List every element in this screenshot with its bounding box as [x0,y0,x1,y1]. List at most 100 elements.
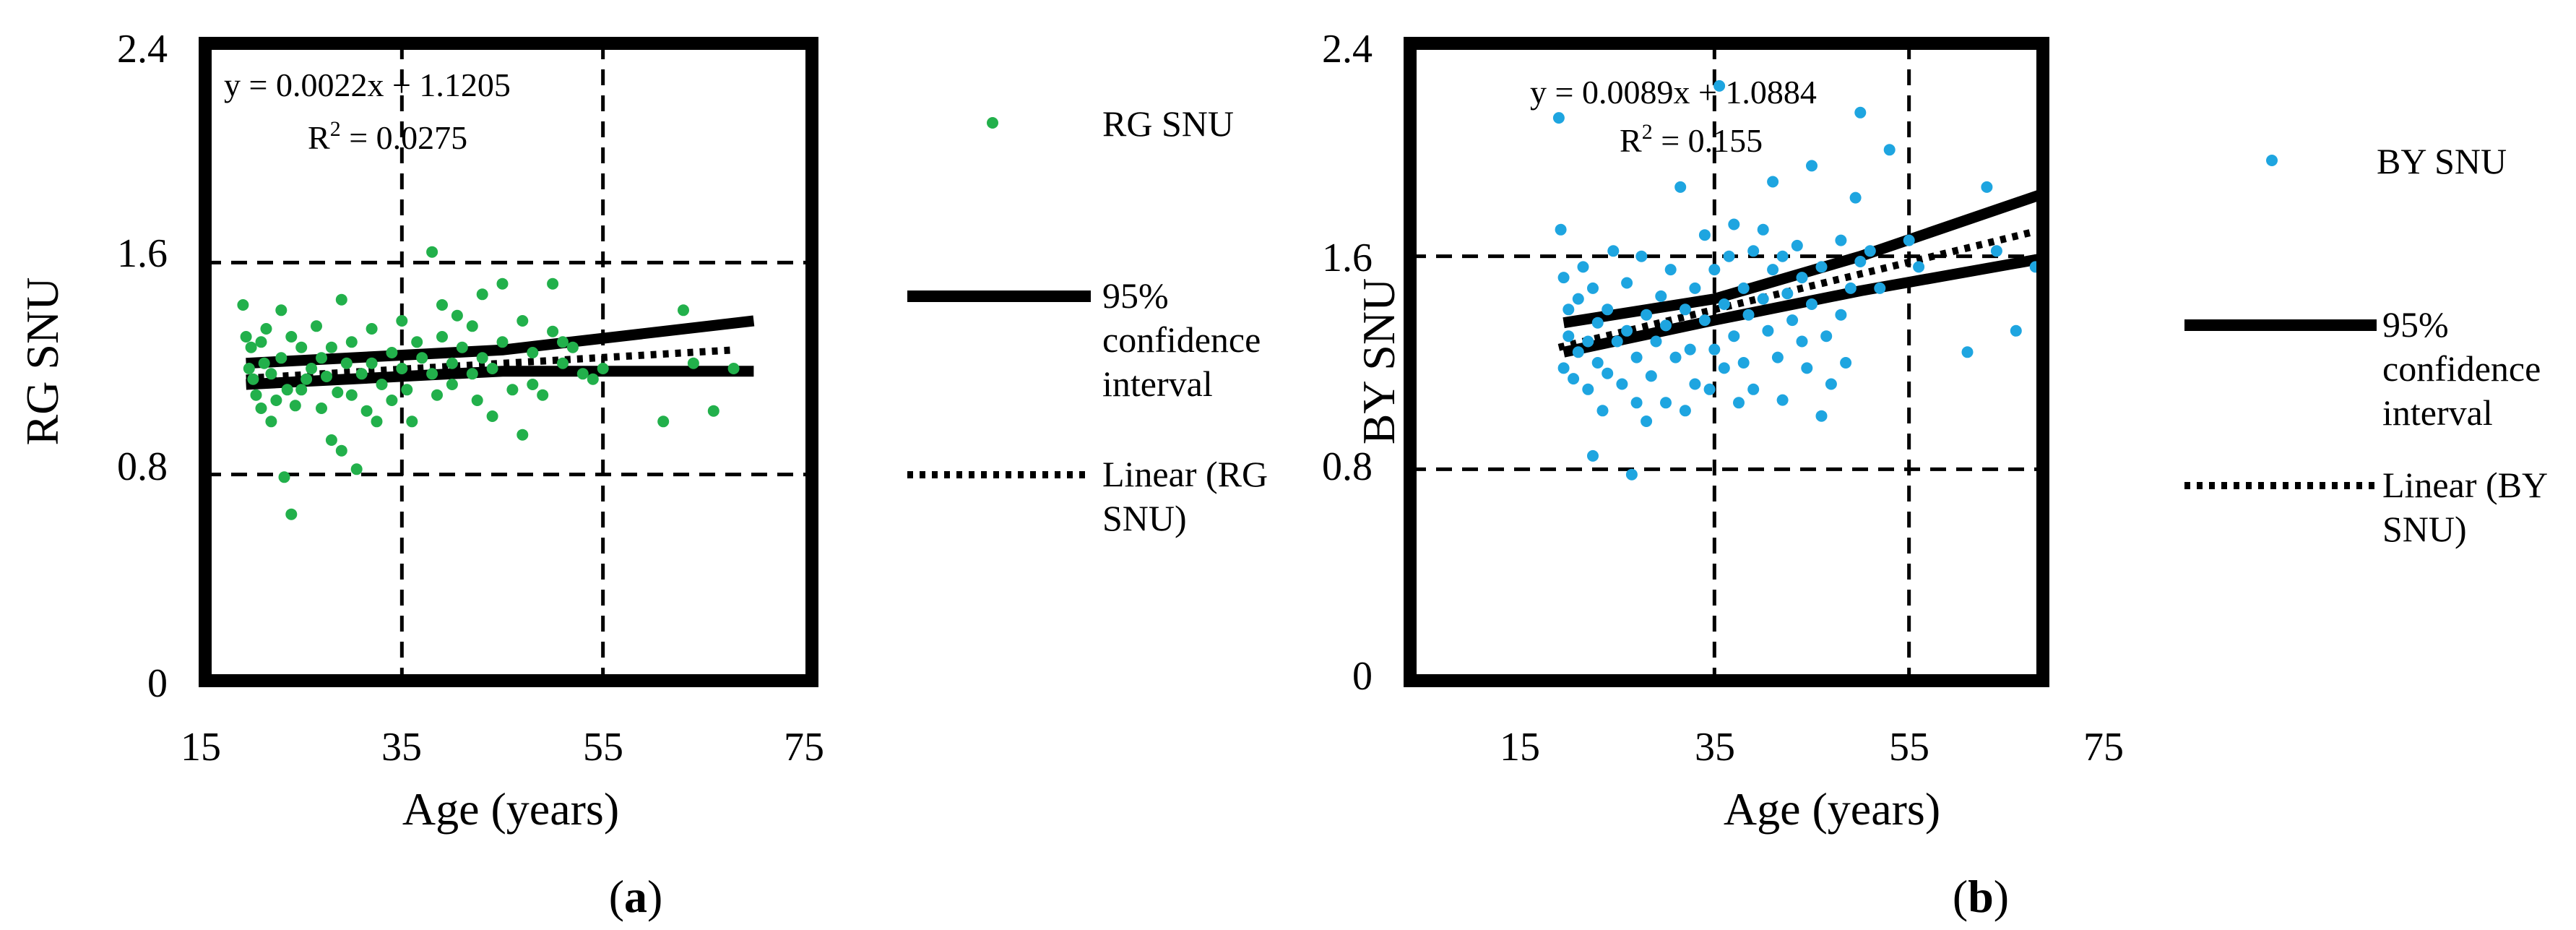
scatter-point [1786,314,1799,327]
scatter-point [258,357,270,369]
r-squared-label: R2 = 0.155 [1620,120,1763,159]
scatter-point [1728,218,1740,231]
scatter-point [1835,309,1847,321]
scatter-point [245,341,257,353]
scatter-point [1664,264,1677,276]
scatter-point [371,416,383,428]
x-tick-label: 15 [1500,725,1540,770]
scatter-point [386,395,398,406]
grid-lines [205,43,812,681]
scatter-point [1660,397,1672,409]
scatter-point [426,246,438,258]
scatter-point [1747,245,1760,257]
scatter-point [496,336,509,348]
scatter-point [1587,449,1599,462]
x-axis-title: Age (years) [1724,783,1940,835]
scatter-point [431,389,443,401]
scatter-point [260,323,272,335]
scatter-point [557,336,569,348]
scatter-point [1587,282,1599,294]
scatter-point [1555,223,1567,236]
y-tick-label: 2.4 [117,27,168,72]
scatter-point [1557,362,1570,374]
scatter-point [332,387,344,398]
scatter-point [1557,272,1570,284]
scatter-point [1703,383,1716,395]
scatter-point [1591,317,1604,329]
scatter-point [265,416,277,428]
x-tick-label: 55 [583,725,623,770]
scatter-point [281,384,293,396]
legend-label-scatter: RG SNU [1102,103,1234,144]
scatter-point [360,405,373,417]
scatter-point [1718,362,1730,374]
scatter-point [547,325,559,337]
scatter-point [1762,324,1774,337]
scatter-points [237,246,740,520]
scatter-point [345,389,358,401]
y-tick-label: 2.4 [1322,27,1373,72]
chart-panel-a: 2.4 1.6 0.8 0 15 35 55 75 Age (years) RG… [17,27,1268,922]
legend: BY SNU 95% confidence interval Linear (B… [2184,141,2548,549]
scatter-point [1708,264,1721,276]
scatter-point [275,352,288,364]
scatter-point [1815,261,1828,273]
scatter-point [1572,346,1584,358]
scatter-point [1596,405,1609,417]
scatter-point [1776,394,1789,406]
scatter-point [396,363,408,374]
scatter-point [1602,367,1614,379]
y-tick-label: 0 [147,661,168,706]
scatter-point [1669,351,1682,363]
scatter-point [275,304,288,317]
scatter-point [1563,330,1575,343]
scatter-point [1737,357,1750,369]
legend-label-ci: confidence [1102,319,1261,360]
legend-label-ci: interval [2382,392,2493,433]
scatter-point [416,352,428,364]
scatter-point [386,347,398,358]
scatter-point [1679,303,1691,316]
scatter-point [285,508,298,520]
scatter-point [496,277,509,290]
scatter-point [1840,357,1852,369]
scatter-point [1582,383,1594,395]
x-tick-label: 55 [1889,725,1929,770]
scatter-point [1874,282,1886,294]
legend-label-linear: SNU) [2382,509,2467,549]
scatter-point [1630,351,1643,363]
scatter-point [355,368,368,380]
scatter-point [506,384,519,396]
scatter-point [301,373,313,385]
scatter-point [1854,106,1867,119]
scatter-point [446,357,458,369]
legend-label-ci: confidence [2382,348,2541,389]
scatter-point [1864,245,1876,257]
trend-line [246,346,734,382]
scatter-point [557,357,569,369]
panel-label: (b) [1953,871,2009,922]
scatter-point [517,315,529,327]
scatter-point [587,373,599,385]
scatter-point [1733,397,1745,409]
scatter-point [1713,79,1726,92]
scatter-point [1747,383,1760,395]
scatter-point [306,363,318,374]
scatter-point [1796,272,1808,284]
scatter-point [1689,378,1701,390]
scatter-point [678,304,689,317]
chart-panel-b: 2.4 1.6 0.8 0 15 35 55 75 Age (years) BY… [1322,27,2548,922]
scatter-point [1655,290,1667,302]
x-axis-title: Age (years) [402,783,619,835]
scatter-point [1854,256,1867,267]
scatter-point [527,347,539,358]
scatter-point [325,341,337,353]
scatter-point [1796,335,1808,348]
y-tick-label: 0 [1352,654,1373,699]
scatter-point [345,336,358,348]
scatter-point [1641,309,1653,321]
scatter-point [1815,410,1828,422]
confidence-interval-lines [246,315,755,390]
scatter-point [289,400,301,412]
scatter-point [1801,362,1813,374]
